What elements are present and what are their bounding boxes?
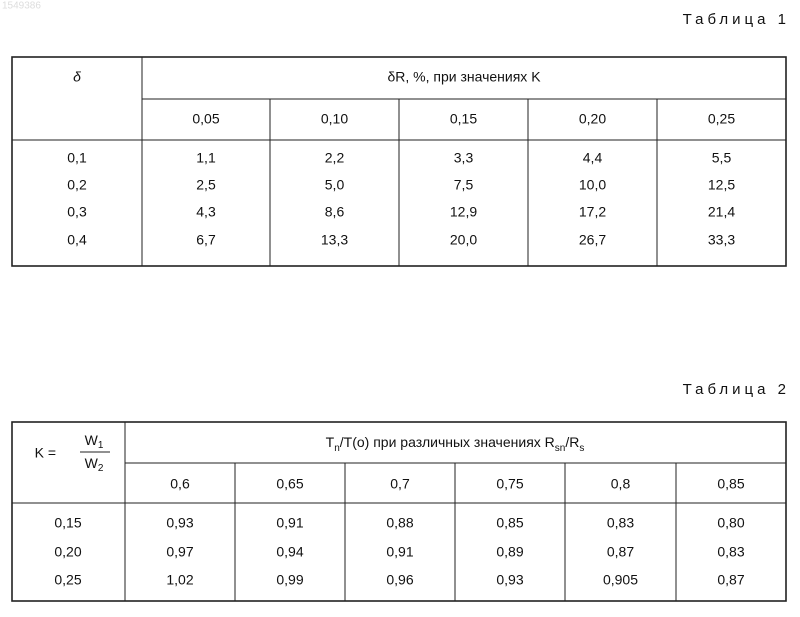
column-header: 0,6 [170, 476, 190, 492]
cell: 0,87 [717, 572, 744, 588]
cell: 0,91 [386, 544, 413, 560]
cell: 0,905 [603, 572, 638, 588]
group-header: Tn/T(o) при различных значениях Rsn/Rs [326, 434, 585, 454]
row-header: 0,2 [67, 177, 87, 193]
cell: 12,5 [708, 177, 735, 193]
cell: 17,2 [579, 204, 606, 220]
column-header: 0,85 [717, 476, 744, 492]
row-header: 0,15 [54, 515, 81, 531]
cell: 5,0 [325, 177, 345, 193]
cell: 8,6 [325, 204, 345, 220]
subscript: sn [555, 443, 566, 454]
column-header: 0,75 [496, 476, 523, 492]
row-header: 0,1 [67, 150, 87, 166]
header-text: /R [565, 434, 579, 450]
cell: 0,91 [276, 515, 303, 531]
column-header: 0,8 [611, 476, 631, 492]
cell: 21,4 [708, 204, 735, 220]
cell: 0,87 [607, 544, 634, 560]
cell: 7,5 [454, 177, 474, 193]
base: W [85, 432, 99, 448]
cell: 0,83 [607, 515, 634, 531]
cell: 0,99 [276, 572, 303, 588]
cell: 2,5 [196, 177, 216, 193]
cell: 0,97 [166, 544, 193, 560]
column-header: 0,05 [192, 111, 219, 127]
caption: Таблица 1 [683, 11, 790, 28]
cell: 6,7 [196, 232, 216, 248]
column-header: 0,25 [708, 111, 735, 127]
cell: 0,93 [496, 572, 523, 588]
base: W [85, 455, 99, 471]
subscript: 1 [98, 440, 104, 451]
corner-header: δ [73, 69, 81, 85]
group-header: δR, %, при значениях K [387, 69, 541, 85]
cell: 3,3 [454, 150, 474, 166]
cell: 33,3 [708, 232, 735, 248]
cell: 0,89 [496, 544, 523, 560]
cell: 0,80 [717, 515, 744, 531]
cell: 0,96 [386, 572, 413, 588]
column-header: 0,7 [390, 476, 410, 492]
cell: 0,94 [276, 544, 303, 560]
subscript: s [579, 443, 584, 454]
column-header: 0,20 [579, 111, 606, 127]
row-header: 0,4 [67, 232, 87, 248]
column-header: 0,65 [276, 476, 303, 492]
table-1-grid [12, 57, 786, 266]
cell: 5,5 [712, 150, 732, 166]
subscript: 2 [98, 463, 104, 474]
watermark: 1549386 [2, 1, 41, 12]
cell: 26,7 [579, 232, 606, 248]
row-header: 0,3 [67, 204, 87, 220]
page: 1549386 Таблица 1 δ δR, %, при значениях… [0, 0, 800, 617]
denominator: W2 [85, 455, 104, 474]
row-header: 0,25 [54, 572, 81, 588]
cell: 0,85 [496, 515, 523, 531]
cell: 13,3 [321, 232, 348, 248]
fraction-lhs: K = [35, 445, 56, 461]
column-header: 0,10 [321, 111, 348, 127]
cell: 2,2 [325, 150, 345, 166]
row-header: 0,20 [54, 544, 81, 560]
cell: 1,02 [166, 572, 193, 588]
column-header: 0,15 [450, 111, 477, 127]
cell: 10,0 [579, 177, 606, 193]
fraction: K = W1 W2 [35, 432, 110, 474]
cell: 0,93 [166, 515, 193, 531]
header-text: /T(o) при различных значениях R [340, 434, 555, 450]
cell: 1,1 [196, 150, 216, 166]
cell: 4,3 [196, 204, 216, 220]
cell: 20,0 [450, 232, 477, 248]
caption: Таблица 2 [683, 381, 790, 398]
cell: 12,9 [450, 204, 477, 220]
cell: 0,83 [717, 544, 744, 560]
cell: 4,4 [583, 150, 603, 166]
numerator: W1 [85, 432, 104, 451]
cell: 0,88 [386, 515, 413, 531]
